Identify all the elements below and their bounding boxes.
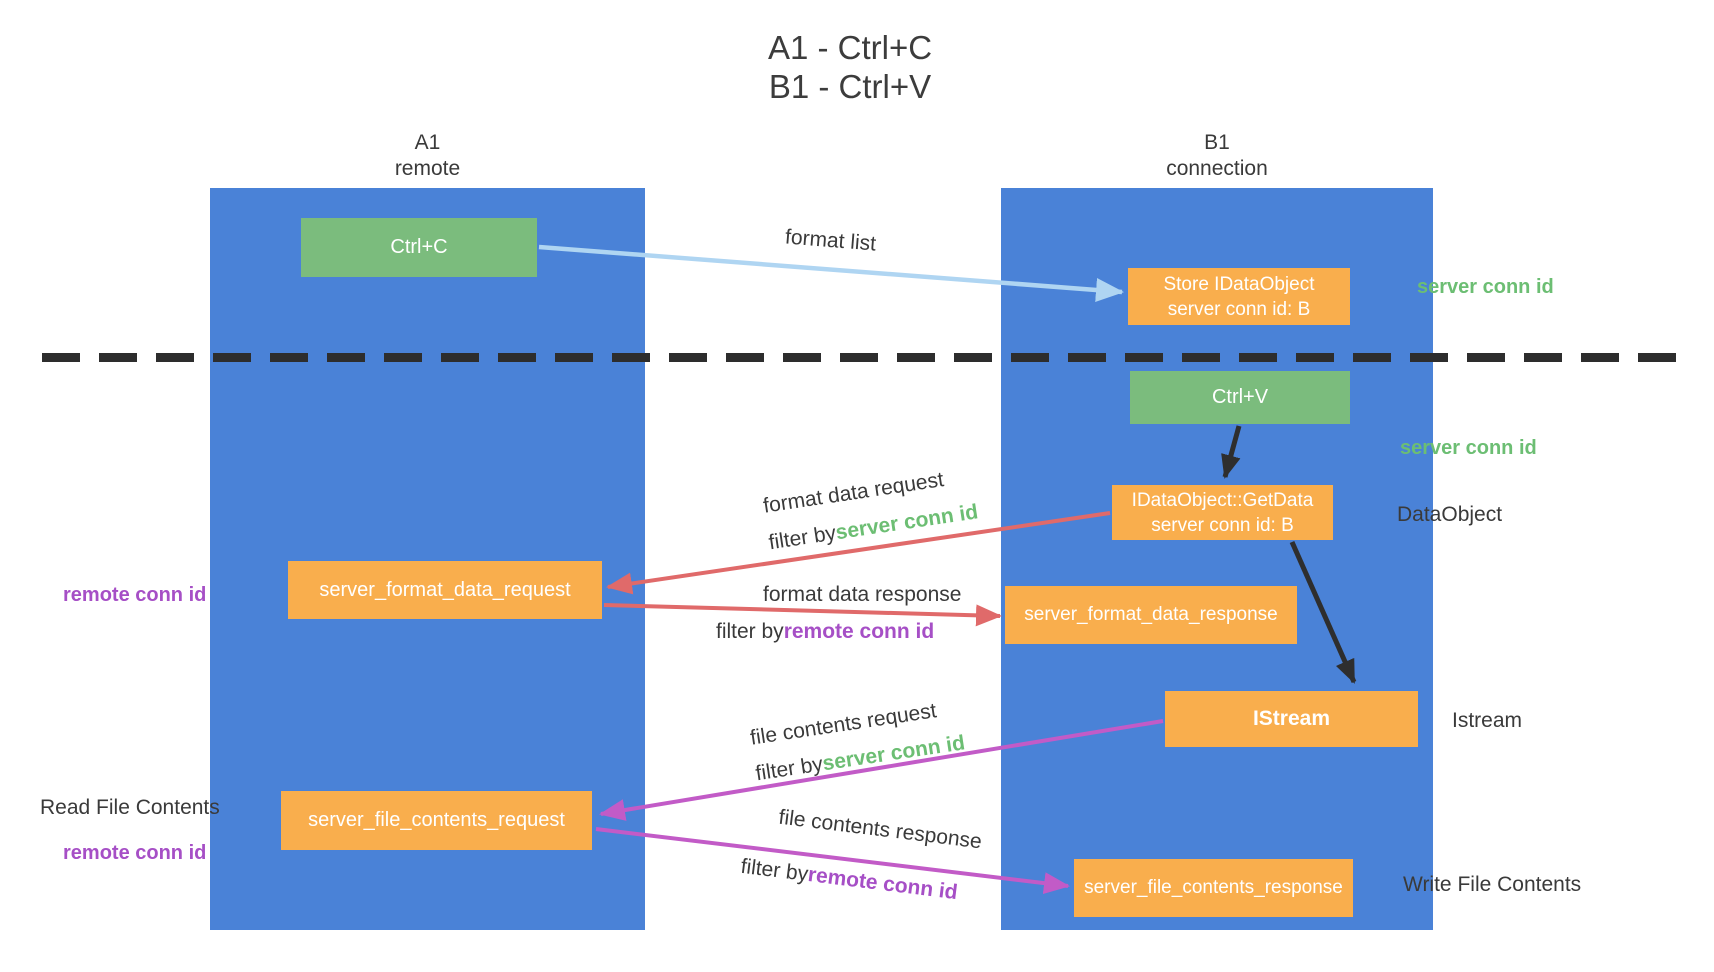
node-server-format-data-request: server_format_data_request (288, 561, 602, 619)
node-server-file-contents-request-label: server_file_contents_request (308, 809, 565, 831)
title-line-2: B1 - Ctrl+V (768, 68, 932, 105)
filter-by-text: filter by (739, 854, 810, 886)
node-istream: IStream (1165, 691, 1418, 747)
edge-label-file-contents-request: file contents request filter byserver co… (748, 690, 968, 792)
title-line-1: A1 - Ctrl+C (767, 29, 933, 66)
lane-b1-id: B1 (1204, 131, 1230, 154)
side-label-read-file-contents: Read File Contents (40, 796, 220, 819)
edge-label-file-contents-response-filter: filter byremote conn id (739, 854, 959, 905)
edge-label-file-contents-response: file contents response (777, 805, 983, 854)
side-label-dataobject: DataObject (1397, 503, 1503, 526)
node-server-format-data-response-label: server_format_data_response (1024, 604, 1278, 625)
side-label-server-conn-id-store: server conn id (1417, 276, 1554, 298)
remote-conn-id-text: remote conn id (806, 863, 959, 905)
node-ctrl-c: Ctrl+C (301, 218, 537, 277)
lane-b1-subtitle: connection (1166, 157, 1268, 180)
node-idataobject-getdata-line2: server conn id: B (1151, 514, 1294, 536)
side-label-write-file-contents: Write File Contents (1403, 873, 1582, 896)
copy-paste-divider-dashed-line (42, 353, 1690, 362)
lane-a1-subtitle: remote (394, 157, 461, 180)
side-label-server-conn-id-getdata: server conn id (1400, 437, 1537, 459)
node-idataobject-getdata-line1: IDataObject::GetData (1131, 489, 1314, 511)
diagram-title: A1 - Ctrl+C B1 - Ctrl+V (600, 28, 1100, 106)
node-store-idataobject-line2: server conn id: B (1167, 298, 1311, 320)
node-ctrl-v-label: Ctrl+V (1211, 386, 1269, 408)
side-label-istream: Istream (1452, 709, 1523, 732)
lane-a1-id: A1 (414, 131, 441, 154)
node-ctrl-c-label: Ctrl+C (390, 236, 448, 258)
node-server-file-contents-request: server_file_contents_request (281, 791, 592, 850)
node-server-format-data-request-label: server_format_data_request (319, 578, 571, 601)
node-ctrl-v: Ctrl+V (1130, 371, 1350, 424)
edge-label-format-data-response-filter: filter byremote conn id (716, 620, 934, 644)
node-idataobject-getdata: IDataObject::GetData server conn id: B (1112, 485, 1333, 540)
lane-header-b1: B1 connection (1001, 130, 1433, 182)
side-label-remote-conn-id-format: remote conn id (63, 584, 207, 606)
filter-by-text: filter by (716, 620, 784, 643)
filter-by-text: filter by (767, 521, 838, 555)
node-server-file-contents-response: server_file_contents_response (1074, 859, 1353, 917)
node-store-idataobject-line1: Store IDataObject (1163, 273, 1315, 295)
node-istream-label: IStream (1252, 707, 1331, 730)
node-server-file-contents-response-label: server_file_contents_response (1084, 877, 1343, 898)
edge-label-format-list: format list (784, 225, 877, 256)
node-store-idataobject: Store IDataObject server conn id: B (1128, 268, 1350, 325)
edge-label-format-data-response: format data response (763, 583, 962, 606)
filter-by-text: filter by (754, 752, 825, 786)
remote-conn-id-text: remote conn id (783, 620, 935, 643)
node-server-format-data-response: server_format_data_response (1005, 586, 1297, 644)
edge-label-format-data-request: format data request filter byserver conn… (761, 457, 981, 561)
lane-header-a1: A1 remote (210, 130, 645, 182)
side-label-remote-conn-id-file: remote conn id (63, 842, 207, 864)
